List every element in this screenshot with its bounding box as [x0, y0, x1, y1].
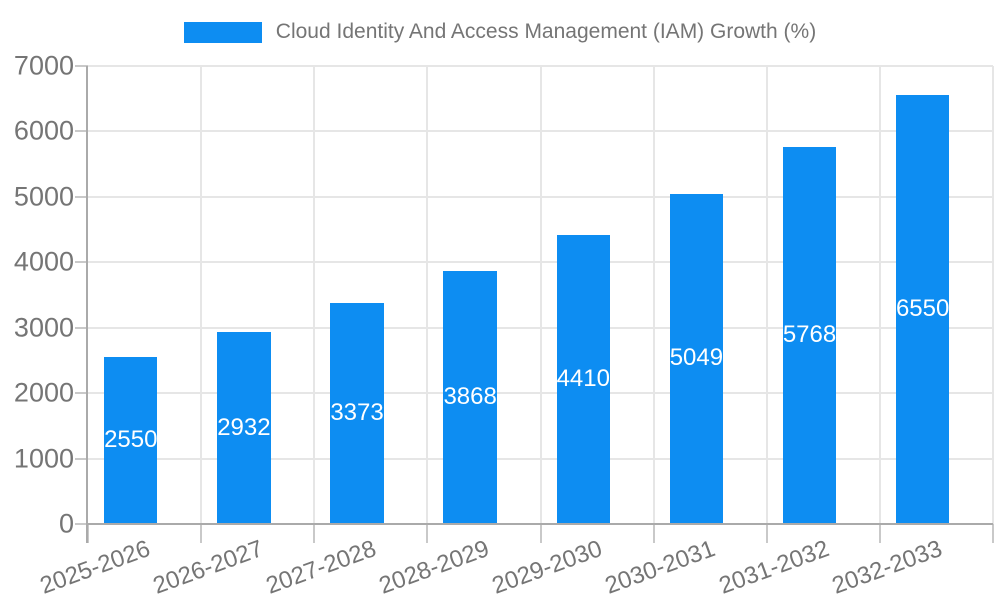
- x-grid-line: [765, 66, 768, 524]
- bar-value-label: 3373: [330, 399, 384, 427]
- x-tick: [765, 524, 768, 543]
- y-tick: [75, 457, 88, 460]
- bar-value-label: 5768: [782, 320, 837, 348]
- bar[interactable]: 2550: [104, 357, 158, 523]
- y-axis-line: [86, 66, 88, 543]
- x-grid-line: [200, 66, 203, 524]
- y-tick: [75, 392, 88, 395]
- y-tick: [75, 261, 88, 264]
- x-grid-line: [878, 66, 881, 524]
- x-axis-label: 2031-2032: [715, 535, 833, 600]
- y-axis-label: 1000: [13, 443, 74, 474]
- y-axis-label: 6000: [13, 115, 74, 146]
- x-axis-label: 2026-2027: [149, 535, 267, 600]
- y-axis-label: 7000: [13, 50, 74, 81]
- bar-value-label: 5049: [669, 344, 724, 372]
- y-tick: [75, 195, 88, 198]
- x-axis-line: [88, 523, 993, 525]
- x-grid-line: [426, 66, 429, 524]
- y-axis-label: 2000: [13, 377, 74, 408]
- bar[interactable]: 6550: [895, 95, 950, 523]
- y-axis-label: 3000: [13, 312, 74, 343]
- bar-value-label: 6550: [895, 295, 950, 323]
- y-tick: [75, 326, 88, 329]
- x-axis-label: 2027-2028: [262, 535, 380, 600]
- x-grid-line: [992, 66, 994, 524]
- x-tick: [426, 524, 429, 543]
- chart-legend[interactable]: Cloud Identity And Access Management (IA…: [0, 20, 1000, 44]
- plot-area: 0 1000 2000 3000 4000 5000 6000 7000 2550 2025-20…: [14, 52, 994, 600]
- bar-value-label: 3868: [443, 382, 497, 410]
- x-tick: [652, 524, 655, 543]
- y-axis-label: 4000: [13, 246, 74, 277]
- bar[interactable]: 4410: [556, 235, 610, 523]
- bar-value-label: 2550: [104, 426, 158, 454]
- y-tick: [75, 65, 88, 67]
- y-tick: [75, 130, 88, 133]
- bar[interactable]: 5049: [669, 193, 724, 523]
- x-tick: [992, 524, 994, 543]
- legend-swatch: [183, 21, 262, 43]
- bar-value-label: 2932: [217, 413, 271, 441]
- y-axis-label: 5000: [13, 181, 74, 212]
- x-axis-label: 2032-2033: [828, 535, 946, 600]
- x-grid-line: [539, 66, 542, 524]
- x-axis-label: 2028-2029: [375, 535, 493, 600]
- y-axis-label: 0: [58, 508, 74, 539]
- x-tick: [313, 524, 316, 543]
- bar[interactable]: 2932: [217, 332, 271, 523]
- bar[interactable]: 3373: [330, 303, 384, 523]
- x-axis-label: 2025-2026: [36, 535, 154, 600]
- y-tick: [75, 523, 88, 525]
- bar[interactable]: 5768: [782, 146, 837, 523]
- x-tick: [200, 524, 203, 543]
- bar-value-label: 4410: [556, 365, 610, 393]
- x-grid-line: [652, 66, 655, 524]
- x-grid-line: [313, 66, 316, 524]
- x-tick: [87, 524, 89, 543]
- bar[interactable]: 3868: [443, 270, 497, 523]
- x-tick: [878, 524, 881, 543]
- x-axis-label: 2029-2030: [488, 535, 606, 600]
- x-axis-label: 2030-2031: [601, 535, 720, 600]
- x-tick: [539, 524, 542, 543]
- legend-label: Cloud Identity And Access Management (IA…: [275, 20, 817, 43]
